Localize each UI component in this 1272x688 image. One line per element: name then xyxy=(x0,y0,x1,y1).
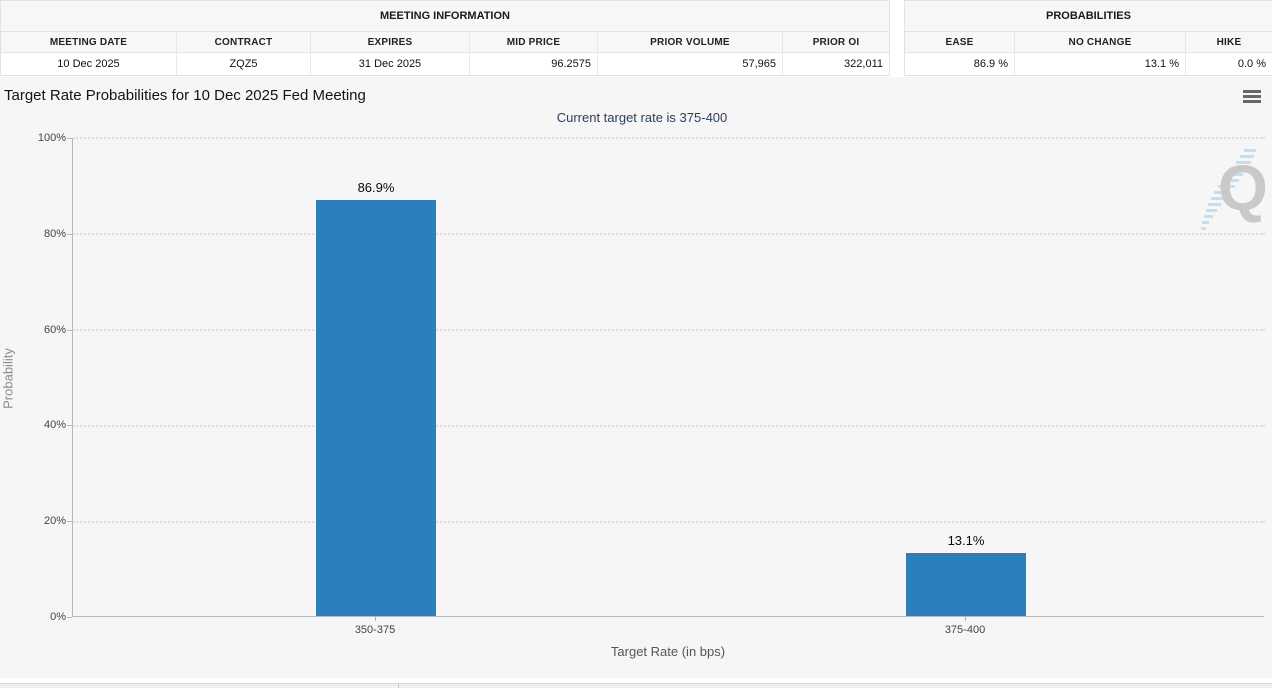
col-prior-oi: PRIOR OI xyxy=(783,32,889,53)
hamburger-icon xyxy=(1243,90,1261,93)
bar-column-350-375: 86.9% xyxy=(316,180,436,616)
col-expires: EXPIRES xyxy=(311,32,470,53)
gridline-60 xyxy=(73,329,1265,331)
bar-value-label: 13.1% xyxy=(947,533,985,548)
ytick-100: 100% xyxy=(37,132,66,144)
gridline-20 xyxy=(73,521,1265,523)
value-meeting-date: 10 Dec 2025 xyxy=(1,53,177,75)
col-contract: CONTRACT xyxy=(177,32,311,53)
col-no-change: NO CHANGE xyxy=(1015,32,1186,53)
meeting-info-value-row: 10 Dec 2025 ZQZ5 31 Dec 2025 96.2575 57,… xyxy=(1,53,889,75)
xcat-350-375: 350-375 xyxy=(354,624,396,636)
gridline-80 xyxy=(73,233,1265,235)
xtick-mark xyxy=(965,617,966,621)
hamburger-icon xyxy=(1243,95,1261,98)
col-prior-volume: PRIOR VOLUME xyxy=(598,32,783,53)
bar-column-375-400: 13.1% xyxy=(906,533,1026,616)
value-mid-price: 96.2575 xyxy=(470,53,598,75)
gridline-100 xyxy=(73,137,1265,139)
ytick-80: 80% xyxy=(43,228,66,240)
next-section-top-edge xyxy=(0,683,1272,688)
meeting-info-header-row: MEETING DATE CONTRACT EXPIRES MID PRICE … xyxy=(1,32,889,53)
ytick-mark xyxy=(67,425,72,426)
next-section-divider xyxy=(398,683,399,688)
top-tables-area: MEETING INFORMATION MEETING DATE CONTRAC… xyxy=(0,0,1272,77)
meeting-info-table: MEETING INFORMATION MEETING DATE CONTRAC… xyxy=(0,0,890,76)
bar-375-400[interactable] xyxy=(906,553,1026,616)
value-hike: 0.0 % xyxy=(1186,53,1272,75)
ytick-20: 20% xyxy=(43,515,66,527)
probabilities-value-row: 86.9 % 13.1 % 0.0 % xyxy=(905,53,1272,75)
gridline-40 xyxy=(73,425,1265,427)
y-axis-title: Probability xyxy=(0,348,16,409)
value-no-change: 13.1 % xyxy=(1015,53,1186,75)
chart-context-menu-button[interactable] xyxy=(1243,90,1263,106)
probabilities-title: PROBABILITIES xyxy=(905,1,1272,32)
ytick-mark xyxy=(67,617,72,618)
col-hike: HIKE xyxy=(1186,32,1272,53)
col-mid-price: MID PRICE xyxy=(470,32,598,53)
ytick-mark xyxy=(67,138,72,139)
xtick-mark xyxy=(375,617,376,621)
watermark-q-letter: Q xyxy=(1218,152,1268,224)
ytick-mark xyxy=(67,330,72,331)
bar-value-label: 86.9% xyxy=(357,180,395,195)
value-contract: ZQZ5 xyxy=(177,53,311,75)
col-meeting-date: MEETING DATE xyxy=(1,32,177,53)
quikstrike-watermark: Q xyxy=(1200,145,1270,233)
ytick-40: 40% xyxy=(43,419,66,431)
chart-title: Target Rate Probabilities for 10 Dec 202… xyxy=(4,87,366,104)
value-prior-volume: 57,965 xyxy=(598,53,783,75)
xcat-375-400: 375-400 xyxy=(944,624,986,636)
chart-panel: Target Rate Probabilities for 10 Dec 202… xyxy=(0,77,1272,678)
plot-area: 86.9% 13.1% xyxy=(72,137,1265,617)
ytick-0: 0% xyxy=(50,611,66,623)
meeting-info-title: MEETING INFORMATION xyxy=(1,1,889,32)
value-prior-oi: 322,011 xyxy=(783,53,889,75)
watermark-stripes xyxy=(1201,149,1256,230)
value-expires: 31 Dec 2025 xyxy=(311,53,470,75)
ytick-mark xyxy=(67,521,72,522)
ytick-mark xyxy=(67,234,72,235)
bottom-white-strip xyxy=(0,678,1272,683)
ytick-60: 60% xyxy=(43,324,66,336)
hamburger-icon xyxy=(1243,100,1261,103)
chart-subtitle: Current target rate is 375-400 xyxy=(556,110,728,125)
value-ease: 86.9 % xyxy=(905,53,1015,75)
col-ease: EASE xyxy=(905,32,1015,53)
x-axis-title: Target Rate (in bps) xyxy=(610,644,726,659)
bar-350-375[interactable] xyxy=(316,200,436,616)
probabilities-table: PROBABILITIES EASE NO CHANGE HIKE 86.9 %… xyxy=(904,0,1272,76)
probabilities-header-row: EASE NO CHANGE HIKE xyxy=(905,32,1272,53)
